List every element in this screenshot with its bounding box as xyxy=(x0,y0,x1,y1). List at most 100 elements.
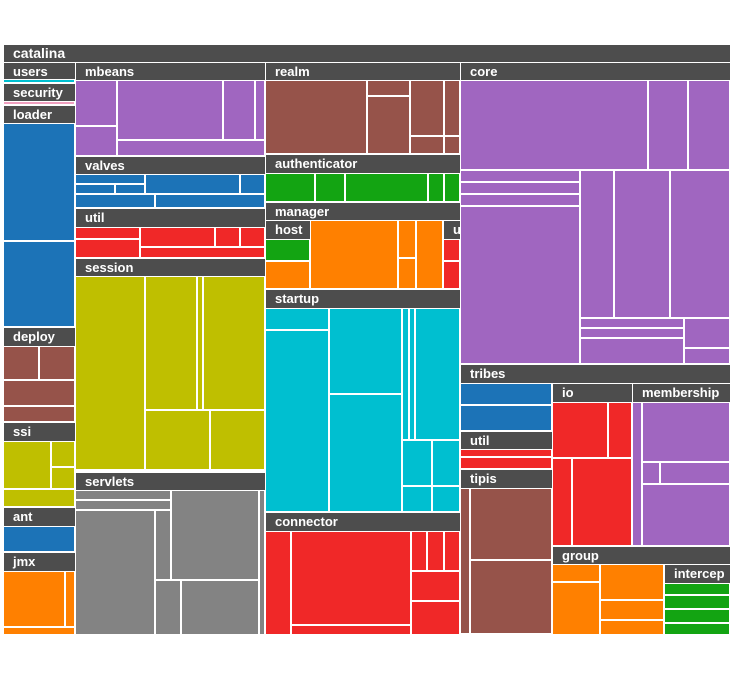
package-startup-cell xyxy=(265,330,329,512)
package-mbeans-cell xyxy=(223,80,255,140)
package-io-cell xyxy=(552,458,572,546)
package-authenticator-cell xyxy=(428,173,444,202)
package-authenticator-cell xyxy=(315,173,345,202)
package-header-host: host xyxy=(265,220,310,239)
package-users-cell xyxy=(3,79,75,83)
package-core-cell xyxy=(684,348,730,364)
package-header-io: io xyxy=(552,383,632,402)
package-valves-cell xyxy=(145,174,240,194)
package-connector-cell xyxy=(411,601,460,635)
package-intercep-cell xyxy=(664,583,730,595)
package-tipis-cell xyxy=(470,488,552,560)
package-header-util: util xyxy=(75,208,265,227)
package-core-cell xyxy=(460,182,580,194)
package-mbeans-cell xyxy=(255,80,265,140)
package-servlets-cell xyxy=(181,580,259,635)
package-authenticator-cell xyxy=(265,173,315,202)
package-deploy-cell xyxy=(3,380,75,406)
package-manager-cell xyxy=(265,261,310,289)
package-startup-cell xyxy=(402,486,432,512)
package-mbeans-cell xyxy=(117,140,265,156)
package-loader-cell xyxy=(3,123,75,241)
package-mbeans-cell xyxy=(75,80,117,126)
package-header-tipis: tipis xyxy=(460,469,552,488)
package-util-cell xyxy=(240,227,265,247)
package-authenticator-cell xyxy=(444,173,460,202)
package-connector-cell xyxy=(265,531,291,635)
package-util-cell xyxy=(140,227,215,247)
package-tribes-cell xyxy=(460,383,552,405)
package-header-group: group xyxy=(552,546,730,564)
package-host-cell xyxy=(265,239,310,261)
package-valves-cell xyxy=(75,194,155,208)
package-session-cell xyxy=(203,276,265,410)
package-servlets-cell xyxy=(155,510,171,580)
package-io-cell xyxy=(572,458,632,546)
package-group-cell xyxy=(552,582,600,635)
package-jmx-cell xyxy=(3,571,65,627)
package-header-connector: connector xyxy=(265,512,460,531)
package-core-cell xyxy=(460,194,580,206)
package-tipis-cell xyxy=(460,488,470,634)
package-startup-cell xyxy=(415,308,460,440)
package-core-cell xyxy=(670,170,730,318)
package-core-cell xyxy=(688,80,730,170)
package-header-session: session xyxy=(75,258,265,276)
package-jmx-cell xyxy=(3,627,75,635)
package-session-cell xyxy=(210,410,265,470)
package-startup-cell xyxy=(432,486,460,512)
package-session-cell xyxy=(75,276,145,470)
package-header-u: u xyxy=(443,220,460,239)
package-header-authenticator: authenticator xyxy=(265,154,460,173)
package-core-cell xyxy=(580,318,684,328)
package-group-cell xyxy=(600,600,664,620)
package-startup-cell xyxy=(329,308,402,394)
package-header-security: security xyxy=(3,83,75,101)
package-startup-cell xyxy=(265,308,329,330)
package-manager-cell xyxy=(398,258,416,289)
package-realm-cell xyxy=(410,80,444,136)
package-core-cell xyxy=(580,170,614,318)
package-ant-cell xyxy=(3,526,75,552)
package-servlets-cell xyxy=(75,500,171,510)
package-util-cell xyxy=(460,449,552,457)
package-u-cell xyxy=(443,239,460,261)
package-header-util-tribes: util xyxy=(460,431,552,449)
root-catalina-header: catalina xyxy=(3,44,730,62)
package-deploy-cell xyxy=(3,406,75,422)
package-membership-cell xyxy=(642,462,660,484)
package-valves-cell xyxy=(115,184,145,194)
package-header-valves: valves xyxy=(75,156,265,174)
package-deploy-cell xyxy=(39,346,75,380)
package-tipis-cell xyxy=(470,560,552,634)
package-loader-cell xyxy=(3,241,75,327)
package-deploy-cell xyxy=(3,346,39,380)
package-connector-cell xyxy=(291,625,411,635)
package-core-cell xyxy=(580,328,684,338)
package-group-cell xyxy=(600,620,664,635)
package-servlets-cell xyxy=(171,490,259,580)
package-mbeans-cell xyxy=(117,80,223,140)
package-intercep-cell xyxy=(664,595,730,609)
package-valves-cell xyxy=(75,184,115,194)
package-connector-cell xyxy=(427,531,444,571)
package-core-cell xyxy=(460,206,580,364)
package-authenticator-cell xyxy=(345,173,428,202)
package-group-cell xyxy=(600,564,664,600)
package-core-cell xyxy=(580,338,684,364)
package-header-core: core xyxy=(460,62,730,80)
package-jmx-cell xyxy=(65,571,75,627)
package-realm-cell xyxy=(444,80,460,136)
package-ssi-cell xyxy=(51,467,75,489)
package-startup-cell xyxy=(402,440,432,486)
package-group-cell xyxy=(552,564,600,582)
package-startup-cell xyxy=(432,440,460,486)
package-core-cell xyxy=(460,170,580,182)
package-security-cell xyxy=(3,101,75,105)
package-membership-cell xyxy=(660,462,730,484)
package-session-cell xyxy=(197,276,203,410)
package-core-cell xyxy=(684,318,730,348)
package-io-cell xyxy=(552,402,608,458)
package-session-cell xyxy=(145,410,210,470)
